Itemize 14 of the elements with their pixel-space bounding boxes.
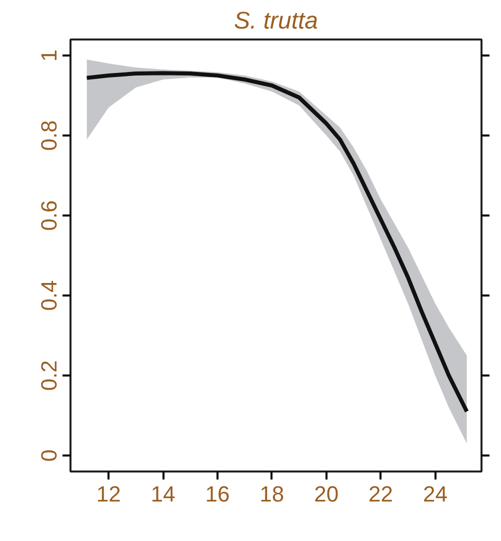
y-tick-label: 0.2 <box>36 360 62 391</box>
x-tick-label: 14 <box>150 482 176 506</box>
chart-title: S. trutta <box>234 8 318 34</box>
y-tick-label: 0.6 <box>36 200 62 231</box>
y-tick-label: 0.4 <box>36 280 62 311</box>
x-tick-label: 18 <box>260 482 284 506</box>
x-tick-label: 24 <box>422 482 448 506</box>
x-tick-label: 16 <box>205 482 230 506</box>
y-tick-label: 0.8 <box>36 120 62 151</box>
x-tick-label: 22 <box>368 482 394 506</box>
y-tick-label: 0 <box>36 449 62 462</box>
y-tick-label: 1 <box>36 49 62 62</box>
x-tick-label: 12 <box>96 482 121 506</box>
x-tick-label: 20 <box>314 482 339 506</box>
